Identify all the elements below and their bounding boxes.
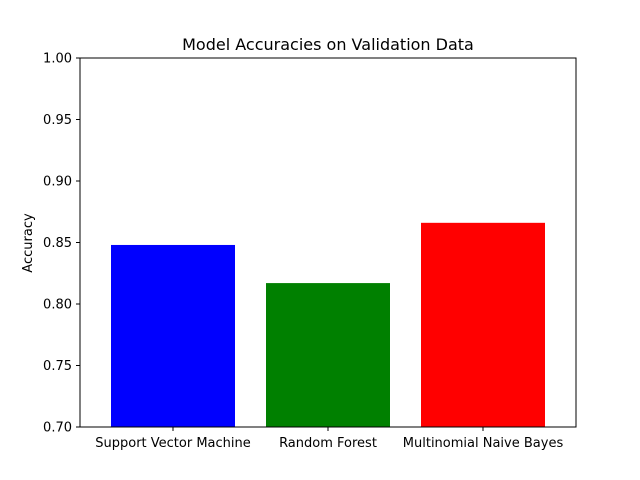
x-tick-label: Support Vector Machine bbox=[95, 436, 251, 451]
y-tick-label: 0.75 bbox=[43, 359, 72, 374]
bar-multinomial-naive-bayes bbox=[421, 222, 545, 427]
y-axis-label: Accuracy bbox=[21, 213, 36, 273]
y-axis-ticks: 0.70 0.75 0.80 0.85 0.90 0.95 1.00 bbox=[43, 52, 80, 436]
y-tick-label: 0.70 bbox=[43, 421, 72, 436]
x-tick-label: Random Forest bbox=[279, 436, 377, 451]
x-axis-ticks: Support Vector Machine Random Forest Multi… bbox=[95, 427, 563, 451]
bar-random-forest bbox=[266, 283, 390, 427]
y-tick-label: 0.90 bbox=[43, 175, 72, 190]
chart-title: Model Accuracies on Validation Data bbox=[182, 35, 474, 54]
bar-support-vector-machine bbox=[111, 244, 235, 427]
x-tick-label: Multinomial Naive Bayes bbox=[403, 436, 564, 451]
bar-group bbox=[111, 222, 545, 427]
y-tick-label: 0.80 bbox=[43, 298, 72, 313]
y-tick-label: 1.00 bbox=[43, 52, 72, 67]
y-tick-label: 0.85 bbox=[43, 236, 72, 251]
plot-frame bbox=[79, 57, 577, 428]
y-tick-label: 0.95 bbox=[43, 113, 72, 128]
